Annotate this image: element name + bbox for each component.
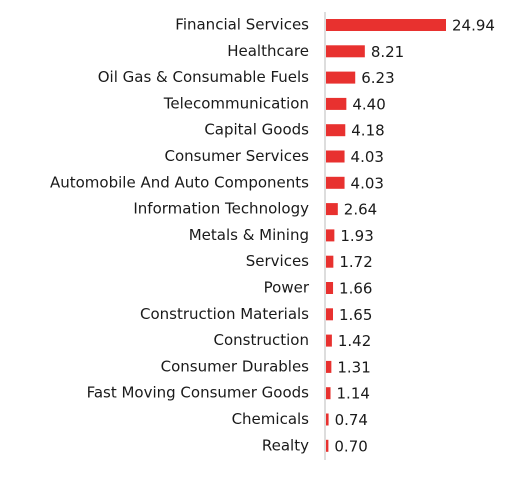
value-label: 1.72 bbox=[339, 253, 372, 271]
bar bbox=[326, 413, 329, 426]
category-label: Realty bbox=[262, 436, 309, 454]
category-label: Information Technology bbox=[133, 200, 309, 218]
bar bbox=[326, 150, 345, 163]
bar bbox=[326, 176, 345, 189]
bar bbox=[326, 229, 335, 242]
category-label: Telecommunication bbox=[163, 94, 309, 112]
value-label: 24.94 bbox=[452, 17, 495, 35]
category-label: Consumer Services bbox=[164, 147, 309, 165]
bar bbox=[326, 45, 365, 58]
value-label: 1.31 bbox=[337, 358, 370, 376]
bar bbox=[326, 255, 334, 268]
category-label: Power bbox=[264, 279, 310, 297]
value-label: 1.42 bbox=[338, 332, 371, 350]
value-label: 4.03 bbox=[351, 148, 384, 166]
bar bbox=[326, 282, 334, 294]
category-label: Consumer Durables bbox=[161, 357, 310, 375]
value-label: 0.70 bbox=[334, 437, 367, 455]
bar bbox=[326, 360, 332, 373]
category-label: Automobile And Auto Components bbox=[50, 173, 309, 191]
category-label: Metals & Mining bbox=[189, 226, 309, 244]
value-label: 1.93 bbox=[340, 227, 373, 245]
category-label: Construction bbox=[213, 331, 309, 349]
value-label: 8.21 bbox=[371, 43, 404, 61]
category-label: Oil Gas & Consumable Fuels bbox=[98, 68, 309, 86]
value-label: 4.03 bbox=[351, 174, 384, 192]
value-label: 4.40 bbox=[352, 95, 385, 113]
category-label: Fast Moving Consumer Goods bbox=[87, 384, 310, 402]
value-label: 2.64 bbox=[344, 201, 377, 219]
value-label: 6.23 bbox=[361, 69, 394, 87]
bar bbox=[326, 334, 332, 347]
value-label: 4.18 bbox=[351, 122, 384, 140]
bar bbox=[326, 19, 446, 31]
category-label: Financial Services bbox=[175, 16, 309, 34]
bar bbox=[326, 439, 329, 452]
category-label: Construction Materials bbox=[140, 305, 309, 323]
bar bbox=[326, 124, 346, 137]
value-label: 1.65 bbox=[339, 306, 372, 324]
category-label: Services bbox=[246, 252, 309, 270]
bar bbox=[326, 308, 334, 321]
bar bbox=[326, 71, 356, 84]
category-label: Healthcare bbox=[227, 42, 309, 60]
bar bbox=[326, 203, 338, 216]
bar bbox=[326, 387, 331, 400]
bar bbox=[326, 97, 347, 110]
value-label: 1.14 bbox=[337, 385, 370, 403]
value-label: 1.66 bbox=[339, 280, 372, 298]
category-label: Capital Goods bbox=[204, 121, 309, 139]
value-label: 0.74 bbox=[335, 411, 368, 429]
category-label: Chemicals bbox=[232, 410, 310, 428]
